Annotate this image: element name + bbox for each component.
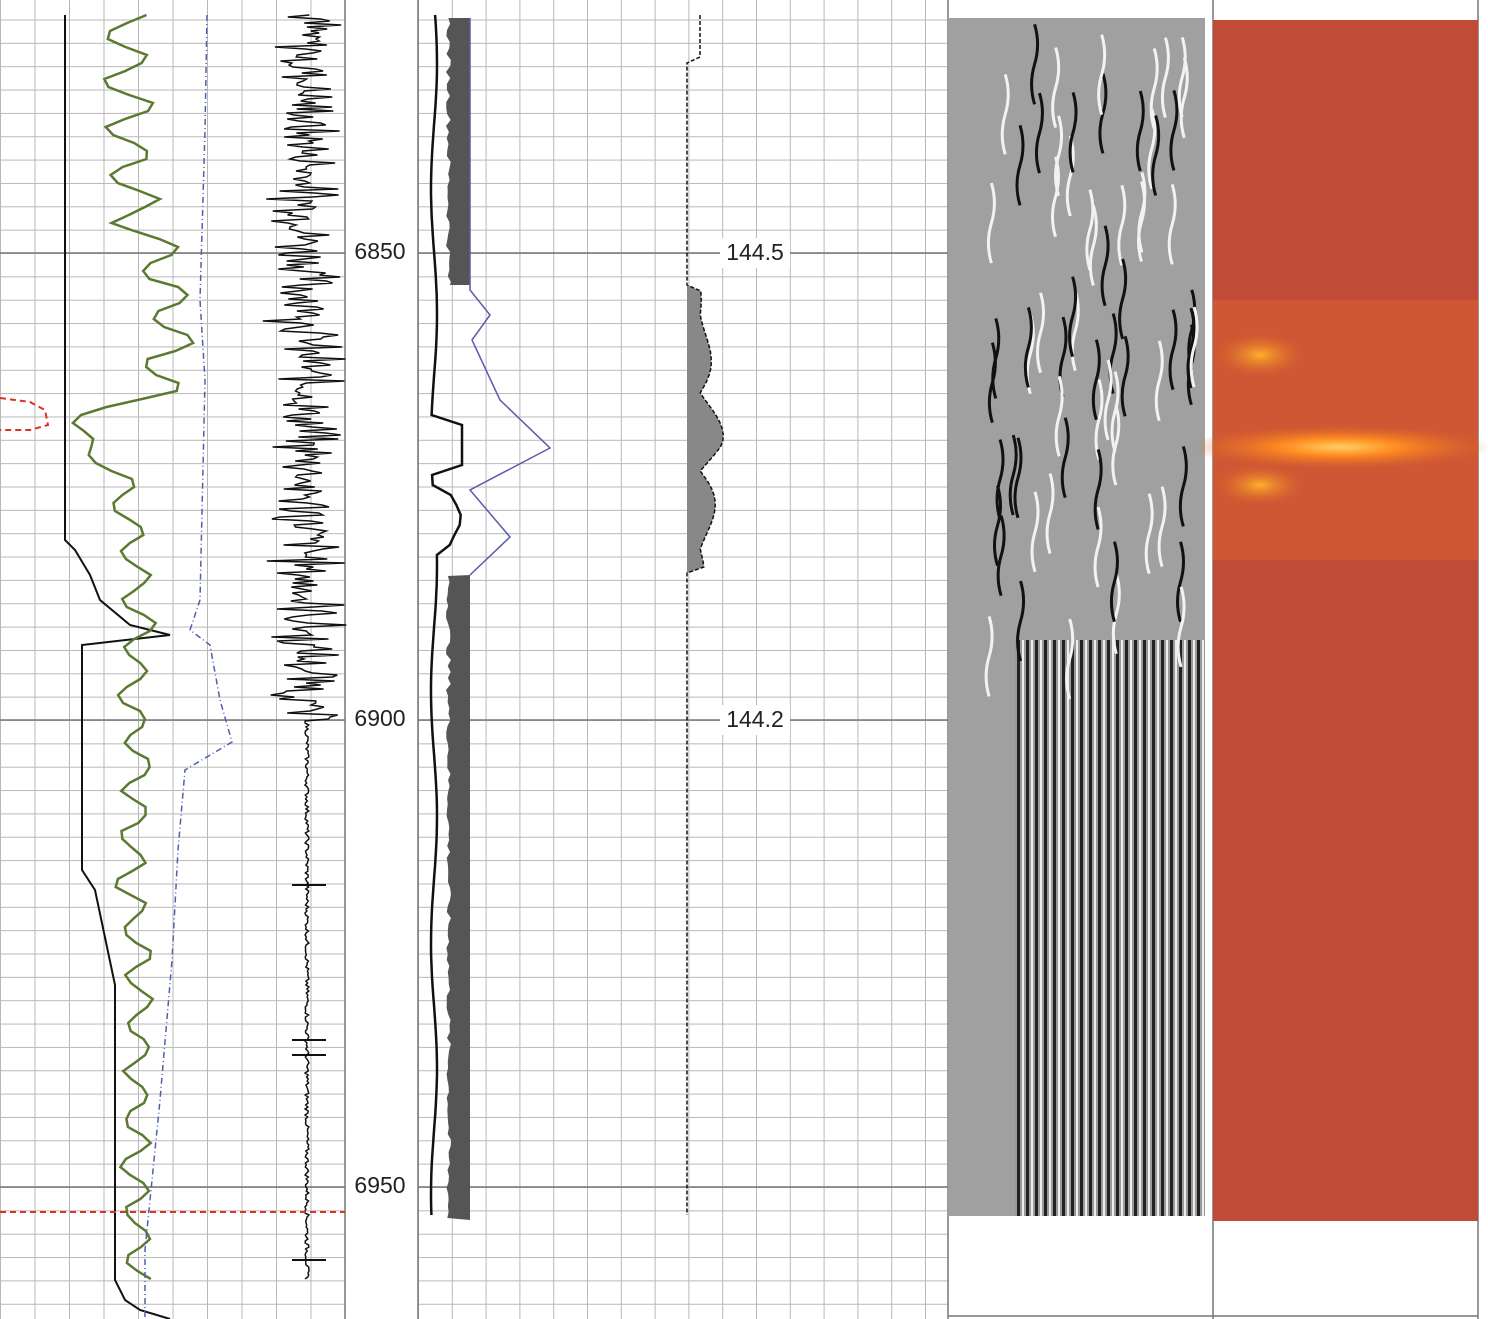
image-wiggle <box>984 616 994 697</box>
image-wiggle <box>1120 335 1130 417</box>
grid <box>418 0 948 1319</box>
curve <box>70 13 195 1281</box>
image-wiggle <box>1098 72 1108 154</box>
image-wiggle <box>986 182 996 264</box>
image-wiggle <box>1151 115 1161 196</box>
image-wiggle <box>1110 371 1120 452</box>
image-wiggle <box>1157 486 1167 568</box>
image-wiggle <box>1109 541 1119 623</box>
image-wiggle <box>1091 339 1101 421</box>
image-wiggle <box>1179 57 1189 139</box>
image-wiggle <box>1065 618 1075 700</box>
image-wiggle <box>1051 156 1060 238</box>
image-wiggle <box>1177 36 1187 118</box>
shade <box>446 18 470 285</box>
image-wiggle <box>1189 306 1199 388</box>
image-wiggle <box>1016 580 1026 662</box>
image-wiggle <box>1008 434 1018 516</box>
image-wiggle <box>1118 258 1128 340</box>
image-wiggle <box>1034 92 1044 174</box>
heat-glow <box>1215 465 1305 505</box>
image-wiggle <box>1178 446 1188 527</box>
image-wiggle <box>1054 375 1064 457</box>
image-wiggle <box>1176 586 1186 668</box>
label-bg <box>720 705 790 735</box>
image-wiggle <box>1036 292 1046 374</box>
shade <box>687 285 724 575</box>
curve <box>144 14 233 1319</box>
image-wiggle <box>1111 404 1121 486</box>
image-wiggle <box>1051 47 1061 128</box>
image-wiggle <box>1085 189 1095 271</box>
image-wiggle <box>1068 91 1078 173</box>
curve <box>686 15 725 1215</box>
image-wiggle <box>995 439 1005 520</box>
image-wiggle <box>1045 473 1055 554</box>
image-wiggle <box>1168 309 1178 391</box>
image-wiggle <box>1147 108 1157 190</box>
image-wiggle <box>1093 506 1103 588</box>
label-bg <box>346 705 416 735</box>
image-wiggle <box>1111 573 1121 655</box>
label-bg <box>346 238 416 268</box>
image-wiggle <box>991 317 1001 399</box>
heat-glow <box>1190 425 1488 469</box>
label-bg <box>346 1172 416 1202</box>
image-wiggle <box>1015 124 1025 206</box>
image-wiggle <box>996 515 1006 597</box>
curve <box>468 18 552 576</box>
depth-label: 6900 <box>354 705 405 731</box>
image-wiggle <box>992 485 1002 567</box>
image-wiggle <box>1167 183 1177 265</box>
heat-track <box>1213 20 1478 1221</box>
image-wiggle <box>1000 73 1010 155</box>
image-wiggle <box>1013 437 1023 519</box>
image-wiggle <box>1094 379 1104 461</box>
image-wiggle <box>1097 34 1107 116</box>
image-wiggle <box>1137 181 1146 262</box>
image-wiggle <box>1023 307 1033 388</box>
depth-label: 6850 <box>354 238 405 264</box>
image-wiggle <box>1103 359 1113 441</box>
image-wiggle <box>1060 417 1070 499</box>
track-label: 144.5 <box>726 239 784 265</box>
curve <box>262 14 347 1280</box>
image-wiggle <box>1070 290 1080 372</box>
image-wiggle <box>1160 37 1170 119</box>
image-wiggle <box>1135 90 1145 172</box>
depth-label: 6950 <box>354 1172 405 1198</box>
image-wiggle <box>1169 90 1179 171</box>
shade <box>446 575 470 1220</box>
marker <box>0 397 50 431</box>
image-wiggle <box>1030 23 1040 105</box>
heat-glow <box>1215 333 1305 377</box>
image-wiggle <box>1088 205 1098 286</box>
curve <box>64 15 171 1319</box>
curves <box>0 13 1199 1319</box>
label-bg <box>720 238 790 268</box>
image-wiggle <box>1144 493 1154 575</box>
image-wiggle <box>1065 135 1075 217</box>
image-wiggle <box>1093 449 1103 530</box>
image-stripes <box>1015 640 1205 1216</box>
image-wiggle <box>1054 115 1064 197</box>
image-wiggle <box>1100 225 1110 307</box>
image-wiggle <box>1068 276 1078 358</box>
image-wiggle <box>1149 47 1159 129</box>
image-wiggle <box>1154 340 1164 422</box>
image-wiggle <box>1117 184 1127 266</box>
track-label: 144.2 <box>726 706 784 732</box>
curve <box>429 14 464 1216</box>
image-wiggle <box>1030 491 1040 573</box>
image-wiggle <box>1176 541 1186 623</box>
